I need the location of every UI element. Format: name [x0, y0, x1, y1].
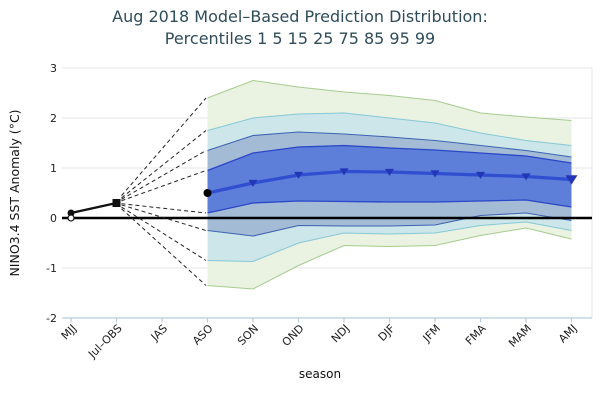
x-tick-label-JAS: JAS — [148, 322, 170, 344]
fan-dashed-line-p15 — [121, 204, 207, 231]
pctl-75-line — [207, 144, 572, 172]
fan-dashed-line-p1 — [121, 208, 207, 286]
x-tick-label-MJJ: MJJ — [59, 322, 79, 342]
x-tick-label-ASO: ASO — [190, 322, 216, 348]
y-tick-label--1: -1 — [46, 262, 57, 275]
fan-dashed-line-p5 — [121, 206, 207, 261]
y-tick-label-0: 0 — [50, 212, 57, 225]
band-25-75 — [207, 145, 572, 213]
median-marker-SON — [248, 179, 258, 187]
median-marker-JFM — [430, 170, 440, 178]
pctl-99-line — [207, 79, 572, 121]
x-tick-label-AMJ: AMJ — [556, 322, 580, 346]
observed-open-circle-mjj — [67, 214, 75, 222]
chart-title: Aug 2018 Model–Based Prediction Distribu… — [0, 6, 600, 49]
fan-dashed-line-p95 — [121, 130, 207, 199]
pctl-1-line — [207, 227, 572, 290]
median-marker-AMJ — [565, 175, 578, 185]
observed-point-mjj — [67, 209, 75, 217]
pctl-95-line — [207, 112, 572, 146]
pctl-5-line — [207, 221, 572, 263]
x-tick-label-OND: OND — [279, 322, 306, 349]
x-axis-title: season — [299, 367, 341, 381]
x-tick-label-MAM: MAM — [506, 322, 534, 350]
x-tick-label-SON: SON — [235, 322, 261, 348]
pctl-85-line — [207, 131, 572, 158]
y-tick-label-3: 3 — [50, 62, 57, 75]
median-marker-MAM — [521, 173, 531, 181]
chart-title-line2: Percentiles 1 5 15 25 75 85 95 99 — [164, 28, 436, 48]
y-tick-label-1: 1 — [50, 162, 57, 175]
fan-dashed-line-p99 — [121, 97, 207, 196]
fan-dashed-line-p75 — [121, 170, 207, 202]
pctl-25-line — [207, 199, 572, 214]
x-tick-label-Jul–OBS: Jul–OBS — [85, 322, 124, 361]
chart-title-line1: Aug 2018 Model–Based Prediction Distribu… — [112, 7, 488, 26]
y-tick-label-2: 2 — [50, 112, 57, 125]
observed-line — [70, 201, 117, 215]
y-axis-title: NINO3.4 SST Anomaly (°C) — [7, 109, 22, 276]
pctl-15-line — [207, 212, 572, 237]
median-marker-FMA — [476, 171, 485, 179]
median-marker-DJF — [385, 168, 394, 176]
forecast-start-marker — [203, 189, 212, 197]
observed-point-julobs — [112, 199, 121, 207]
fan-dashed-line-p85 — [121, 150, 207, 200]
y-tick-label--2: -2 — [46, 312, 57, 325]
x-tick-label-DJF: DJF — [376, 322, 398, 344]
median-marker-OND — [294, 171, 303, 179]
x-tick-label-NDJ: NDJ — [329, 322, 352, 345]
x-tick-label-JFM: JFM — [420, 322, 443, 345]
median-marker-NDJ — [339, 168, 349, 176]
fan-dashed-line-p25 — [121, 203, 207, 214]
x-tick-label-FMA: FMA — [463, 322, 489, 348]
